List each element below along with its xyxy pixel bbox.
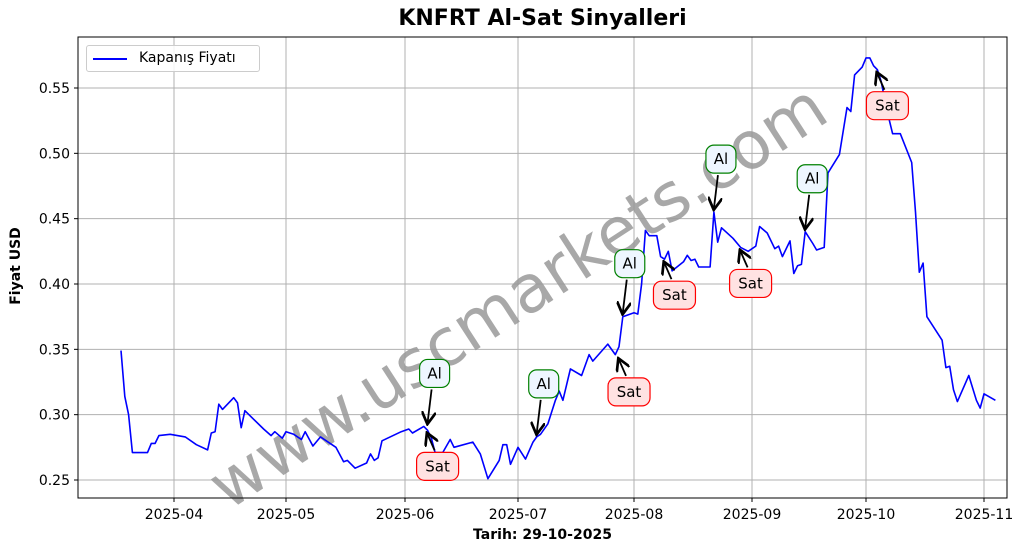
buy-signal-annotation: Al (419, 358, 451, 422)
signal-label: Al (805, 170, 819, 188)
x-tick-label: 2025-10 (837, 507, 896, 523)
signal-label: Al (427, 364, 441, 382)
buy-signal-annotation: Al (796, 164, 828, 228)
signal-arrow (428, 434, 435, 451)
signal-box (416, 451, 460, 481)
signal-arrow (714, 175, 718, 208)
sell-signal-annotation: Sat (607, 360, 651, 407)
signal-box (607, 377, 651, 407)
price-line (120, 57, 996, 480)
y-tick-label: 0.35 (39, 342, 70, 358)
axis-ticks: 2025-04 2025-05 2025-06 2025-07 2025-08 2025-… (39, 81, 1013, 523)
buy-signal-annotation: Al (528, 369, 560, 433)
x-tick-label: 2025-07 (489, 507, 548, 523)
legend-line-swatch (93, 58, 127, 60)
signal-box (705, 144, 737, 174)
axes-frame (77, 36, 1008, 499)
sell-signal-annotation: Sat (865, 74, 910, 121)
legend-label: Kapanış Fiyatı (139, 50, 236, 66)
signal-box (419, 358, 451, 389)
sell-signal-annotation: Sat (416, 434, 460, 481)
signal-box (728, 268, 773, 299)
signal-label: Al (536, 375, 550, 393)
sell-signal-annotation: Sat (652, 263, 697, 310)
x-axis-label: Tarih: 29-10-2025 (473, 527, 612, 543)
y-tick-label: 0.55 (39, 81, 70, 97)
signal-label: Al (714, 150, 728, 168)
signal-arrow (428, 389, 432, 422)
x-tick-label: 2025-04 (145, 507, 204, 523)
x-tick-label: 2025-06 (376, 507, 435, 523)
y-tick-label: 0.30 (39, 408, 70, 424)
signal-arrow (619, 360, 626, 377)
signal-annotations: Al Sat Al Sat Al Sat Al Sat Al Sat (416, 74, 910, 481)
signal-arrow (537, 399, 541, 433)
grid-lines (78, 37, 1007, 498)
buy-signal-annotation: Al (705, 144, 737, 208)
x-tick-label: 2025-11 (955, 507, 1014, 523)
signal-label: Sat (875, 97, 900, 115)
signal-box (865, 91, 910, 121)
signal-arrow (805, 194, 809, 228)
signal-label: Sat (425, 457, 450, 475)
signal-box (614, 249, 646, 279)
signal-label: Sat (738, 274, 763, 292)
signal-arrow (741, 251, 748, 268)
signal-arrow (877, 74, 884, 91)
signal-arrow (623, 279, 627, 313)
y-tick-label: 0.45 (39, 212, 70, 228)
y-axis-label: Fiyat USD (8, 227, 24, 305)
x-tick-label: 2025-05 (257, 507, 316, 523)
legend: Kapanış Fiyatı (86, 45, 260, 72)
signal-label: Al (623, 255, 637, 273)
chart-title: KNFRT Al-Sat Sinyalleri (398, 6, 687, 31)
x-tick-label: 2025-08 (605, 507, 664, 523)
signal-arrow (664, 263, 671, 280)
signal-box (528, 369, 560, 399)
sell-signal-annotation: Sat (728, 251, 773, 299)
buy-signal-annotation: Al (614, 249, 646, 313)
y-tick-label: 0.25 (39, 473, 70, 489)
signal-label: Sat (662, 286, 687, 304)
signal-box (652, 280, 697, 310)
y-tick-label: 0.40 (39, 277, 70, 293)
x-tick-label: 2025-09 (723, 507, 782, 523)
signal-label: Sat (617, 383, 642, 401)
y-tick-label: 0.50 (39, 146, 70, 162)
signal-box (796, 164, 828, 194)
